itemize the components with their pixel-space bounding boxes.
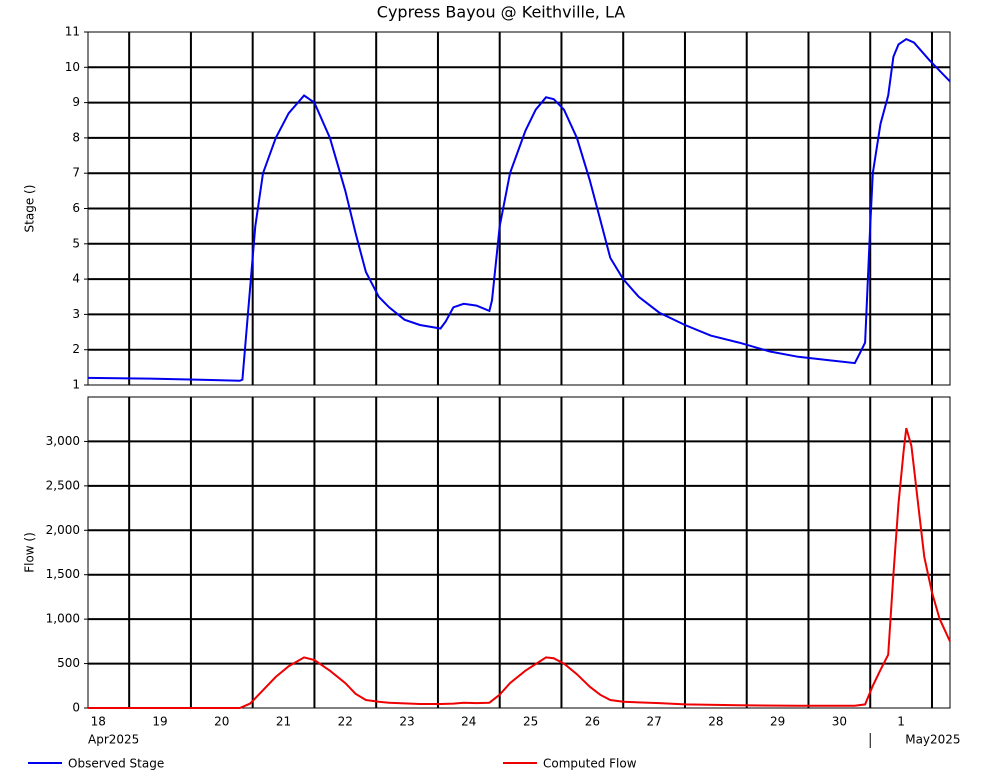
- y-tick-label: 5: [72, 236, 80, 250]
- x-tick-label: 25: [523, 715, 538, 729]
- plot-area: [87, 396, 951, 709]
- y-tick-label: 3: [72, 307, 80, 321]
- x-tick-label: 24: [461, 715, 476, 729]
- legend-label: Computed Flow: [543, 757, 637, 771]
- x-tick-label: 19: [152, 715, 167, 729]
- y-tick-label: 11: [65, 25, 80, 39]
- y-tick-label: 0: [72, 701, 80, 715]
- x-tick-label: 30: [832, 715, 847, 729]
- y-tick-label: 1: [72, 378, 80, 392]
- y-tick-label: 7: [72, 166, 80, 180]
- y-tick-label: 6: [72, 201, 80, 215]
- y-tick-label: 1,000: [46, 612, 80, 626]
- x-tick-label: 23: [399, 715, 414, 729]
- x-tick-label: 27: [646, 715, 661, 729]
- y-tick-label: 10: [65, 60, 80, 74]
- x-tick-label: 29: [770, 715, 785, 729]
- y-axis-label: Stage (): [23, 185, 37, 233]
- y-axis-label: Flow (): [23, 532, 37, 573]
- x-tick-label: 20: [214, 715, 229, 729]
- month-label: May2025: [905, 733, 960, 747]
- x-tick-label: 26: [585, 715, 600, 729]
- x-tick-label: 21: [276, 715, 291, 729]
- y-tick-label: 4: [72, 272, 80, 286]
- y-tick-label: 2,000: [46, 523, 80, 537]
- month-label: Apr2025: [88, 733, 139, 747]
- y-tick-label: 500: [57, 656, 80, 670]
- y-tick-label: 2,500: [46, 478, 80, 492]
- x-tick-label: 22: [338, 715, 353, 729]
- legend-label: Observed Stage: [68, 757, 164, 771]
- data-line: [88, 427, 951, 709]
- chart-title: Cypress Bayou @ Keithville, LA: [377, 3, 625, 22]
- x-tick-label: 28: [708, 715, 723, 729]
- y-tick-label: 9: [72, 95, 80, 109]
- y-tick-label: 2: [72, 342, 80, 356]
- x-tick-label: 18: [91, 715, 106, 729]
- y-tick-label: 8: [72, 130, 80, 144]
- y-tick-label: 1,500: [46, 567, 80, 581]
- y-tick-label: 3,000: [46, 434, 80, 448]
- x-tick-label: 1: [897, 715, 905, 729]
- data-line: [87, 37, 951, 382]
